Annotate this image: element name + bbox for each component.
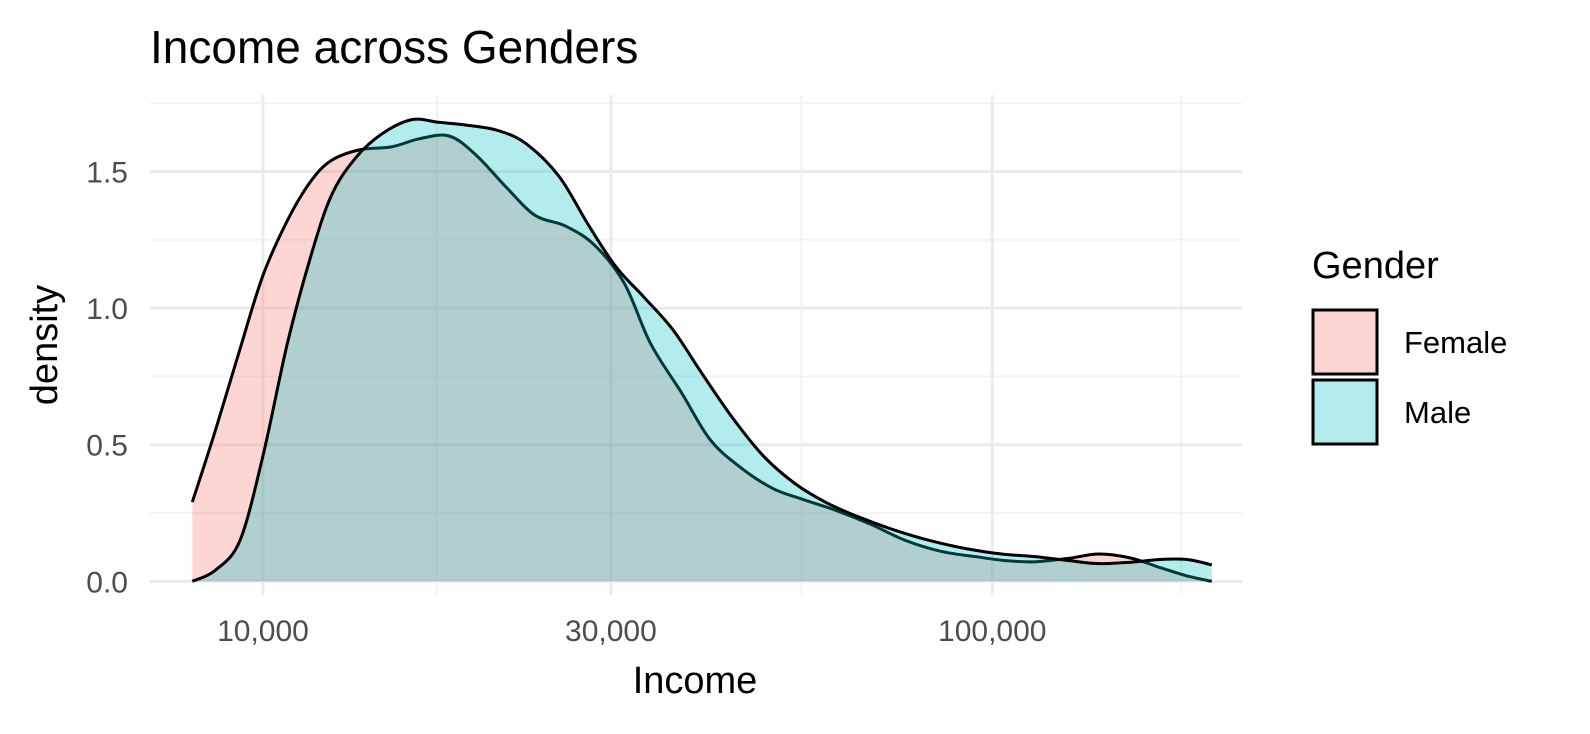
grid [150, 95, 1242, 595]
legend-key-bg-male [1313, 380, 1377, 444]
x-tick-label: 100,000 [938, 615, 1046, 648]
legend: Gender Female Male [1311, 245, 1507, 446]
x-axis-title: Income [633, 660, 758, 702]
legend-items: Female Male [1311, 308, 1507, 446]
y-axis-title: density [24, 285, 66, 405]
density-series [190, 117, 1213, 583]
y-tick-label: 0.0 [86, 566, 128, 599]
legend-label-female: Female [1404, 325, 1507, 360]
x-tick-label: 30,000 [565, 615, 657, 648]
chart-title: Income across Genders [150, 21, 638, 73]
y-axis-ticks: 0.0 0.5 1.0 1.5 [86, 157, 128, 600]
density-line-male [191, 117, 1213, 583]
x-axis-ticks: 10,000 30,000 100,000 [217, 615, 1046, 648]
x-tick-label: 10,000 [217, 615, 309, 648]
density-area-male [192, 119, 1212, 582]
legend-key-female [1311, 308, 1379, 376]
y-tick-label: 1.5 [86, 157, 128, 190]
density-area-female [192, 135, 1212, 582]
legend-key-bg-female [1313, 310, 1377, 374]
legend-label-male: Male [1404, 395, 1471, 430]
y-tick-label: 0.5 [86, 430, 128, 463]
y-tick-label: 1.0 [86, 293, 128, 326]
legend-title: Gender [1312, 245, 1439, 287]
legend-key-male [1311, 378, 1379, 446]
density-line-female [190, 133, 1213, 583]
